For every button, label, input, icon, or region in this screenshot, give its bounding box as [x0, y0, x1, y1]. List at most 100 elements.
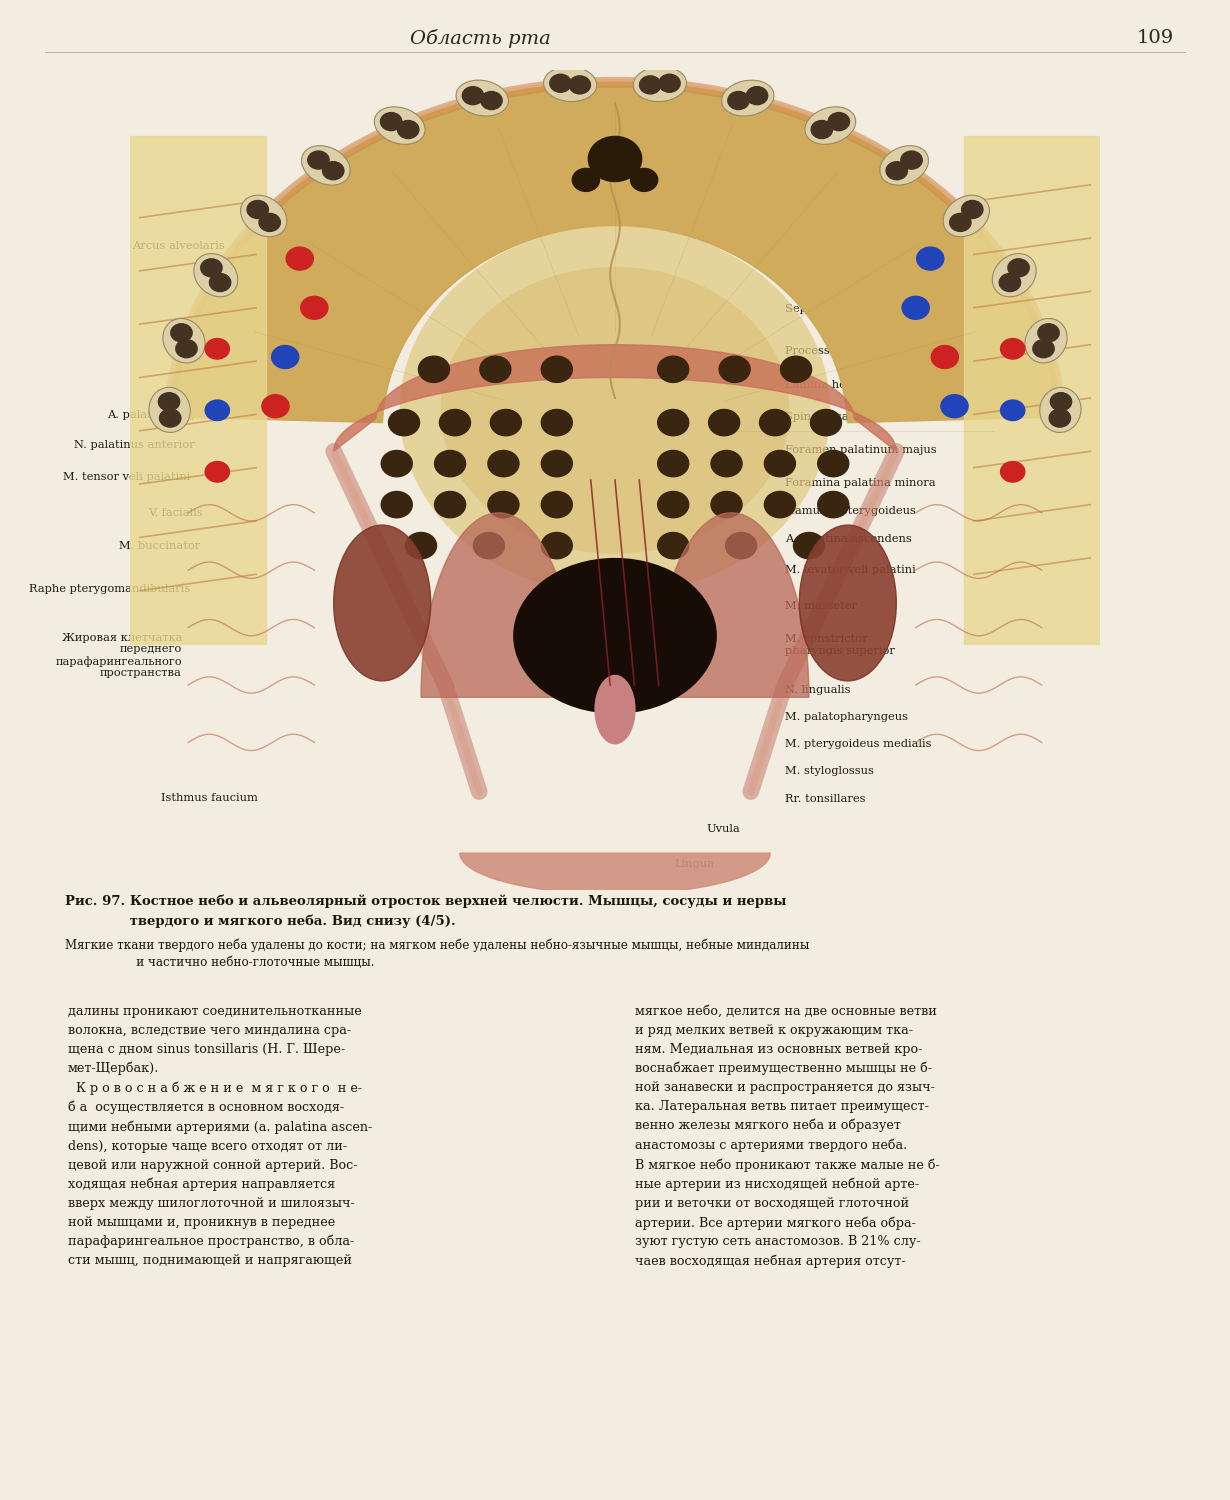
Circle shape	[322, 162, 344, 180]
Circle shape	[389, 410, 419, 435]
Text: Мягкие ткани твердого неба удалены до кости; на мягком небе удалены небно-язычны: Мягкие ткани твердого неба удалены до ко…	[65, 938, 809, 969]
Polygon shape	[460, 853, 770, 894]
Circle shape	[1050, 393, 1071, 411]
Polygon shape	[654, 513, 809, 698]
Text: Uvula: Uvula	[706, 825, 739, 834]
Polygon shape	[964, 135, 1100, 644]
Circle shape	[205, 400, 230, 420]
Circle shape	[931, 345, 958, 369]
Circle shape	[962, 201, 983, 219]
Circle shape	[1033, 339, 1054, 357]
Ellipse shape	[1039, 387, 1081, 432]
Circle shape	[434, 450, 466, 477]
Text: Lingua: Lingua	[674, 859, 715, 868]
Circle shape	[200, 260, 223, 278]
Circle shape	[760, 410, 791, 435]
Ellipse shape	[333, 525, 430, 681]
Circle shape	[159, 393, 180, 411]
Ellipse shape	[400, 226, 830, 596]
Circle shape	[658, 450, 689, 477]
Circle shape	[1000, 462, 1025, 482]
Text: M. pterygoideus medialis: M. pterygoideus medialis	[785, 740, 931, 748]
Text: Область рта: Область рта	[410, 28, 550, 48]
Text: Foramen incisivum: Foramen incisivum	[446, 128, 557, 136]
Circle shape	[406, 532, 437, 558]
Circle shape	[480, 356, 510, 382]
Circle shape	[818, 450, 849, 477]
Circle shape	[728, 92, 749, 110]
Circle shape	[418, 356, 449, 382]
Circle shape	[171, 324, 192, 342]
Circle shape	[747, 87, 768, 105]
Ellipse shape	[1025, 318, 1068, 363]
Circle shape	[434, 492, 466, 517]
Ellipse shape	[594, 675, 636, 744]
Text: N. nasopalatinus: N. nasopalatinus	[422, 152, 518, 160]
Circle shape	[569, 76, 590, 94]
Ellipse shape	[194, 254, 237, 297]
Text: Os incisivum: Os incisivum	[408, 176, 482, 184]
Polygon shape	[170, 82, 1060, 423]
Ellipse shape	[943, 195, 989, 237]
Ellipse shape	[456, 80, 508, 116]
Ellipse shape	[804, 106, 856, 144]
Text: Septa interradicularia: Septa interradicularia	[785, 304, 913, 313]
Circle shape	[828, 112, 850, 130]
Circle shape	[764, 450, 796, 477]
Text: M. levator veli palatini: M. levator veli palatini	[785, 566, 915, 574]
Ellipse shape	[722, 80, 774, 116]
Text: мягкое небо, делится на две основные ветви
и ряд мелких ветвей к окружающим тка-: мягкое небо, делится на две основные вет…	[635, 1005, 940, 1268]
Ellipse shape	[162, 318, 205, 363]
Polygon shape	[170, 82, 1060, 423]
Circle shape	[1049, 410, 1070, 428]
Ellipse shape	[513, 558, 717, 714]
Circle shape	[287, 248, 314, 270]
Circle shape	[541, 450, 572, 477]
Text: M. constrictor
pharyngis superior: M. constrictor pharyngis superior	[785, 634, 894, 656]
Ellipse shape	[374, 106, 426, 144]
Circle shape	[902, 297, 930, 320]
Circle shape	[886, 162, 908, 180]
Text: A. palatina ascendens: A. palatina ascendens	[785, 534, 911, 543]
Text: Alveoli dentales: Alveoli dentales	[646, 140, 737, 148]
Circle shape	[726, 532, 756, 558]
Circle shape	[588, 136, 642, 182]
Circle shape	[541, 492, 572, 517]
Ellipse shape	[633, 66, 686, 102]
Circle shape	[658, 532, 689, 558]
Text: N. lingualis: N. lingualis	[785, 686, 850, 694]
Circle shape	[541, 532, 572, 558]
Circle shape	[658, 492, 689, 517]
Ellipse shape	[440, 267, 790, 554]
Circle shape	[541, 356, 572, 382]
Text: 109: 109	[1137, 28, 1173, 46]
Ellipse shape	[241, 195, 287, 237]
Circle shape	[462, 87, 483, 105]
Circle shape	[708, 410, 739, 435]
Circle shape	[999, 273, 1021, 291]
Polygon shape	[421, 513, 576, 698]
Circle shape	[631, 168, 658, 192]
Circle shape	[711, 450, 742, 477]
Circle shape	[439, 410, 470, 435]
Circle shape	[488, 450, 519, 477]
Text: Spina nasalis: Spina nasalis	[785, 413, 861, 422]
Text: N. palatinus anterior: N. palatinus anterior	[74, 441, 194, 450]
Text: M. styloglossus: M. styloglossus	[785, 766, 873, 776]
Text: Жировая клетчатка
переднего
парафарингеального
пространства: Жировая клетчатка переднего парафарингеа…	[55, 633, 182, 678]
Text: Raphe pterygomandibularis: Raphe pterygomandibularis	[30, 585, 191, 594]
Ellipse shape	[879, 146, 929, 184]
Circle shape	[811, 410, 841, 435]
Circle shape	[572, 168, 599, 192]
Polygon shape	[130, 135, 266, 644]
Circle shape	[659, 74, 680, 93]
Circle shape	[209, 273, 231, 291]
Circle shape	[541, 410, 572, 435]
Circle shape	[308, 152, 330, 170]
Circle shape	[381, 492, 412, 517]
Text: Rr. tonsillares: Rr. tonsillares	[785, 795, 865, 804]
Circle shape	[176, 339, 197, 357]
Text: Hamulus pterygoideus: Hamulus pterygoideus	[785, 507, 915, 516]
Ellipse shape	[993, 254, 1036, 297]
Circle shape	[720, 356, 750, 382]
